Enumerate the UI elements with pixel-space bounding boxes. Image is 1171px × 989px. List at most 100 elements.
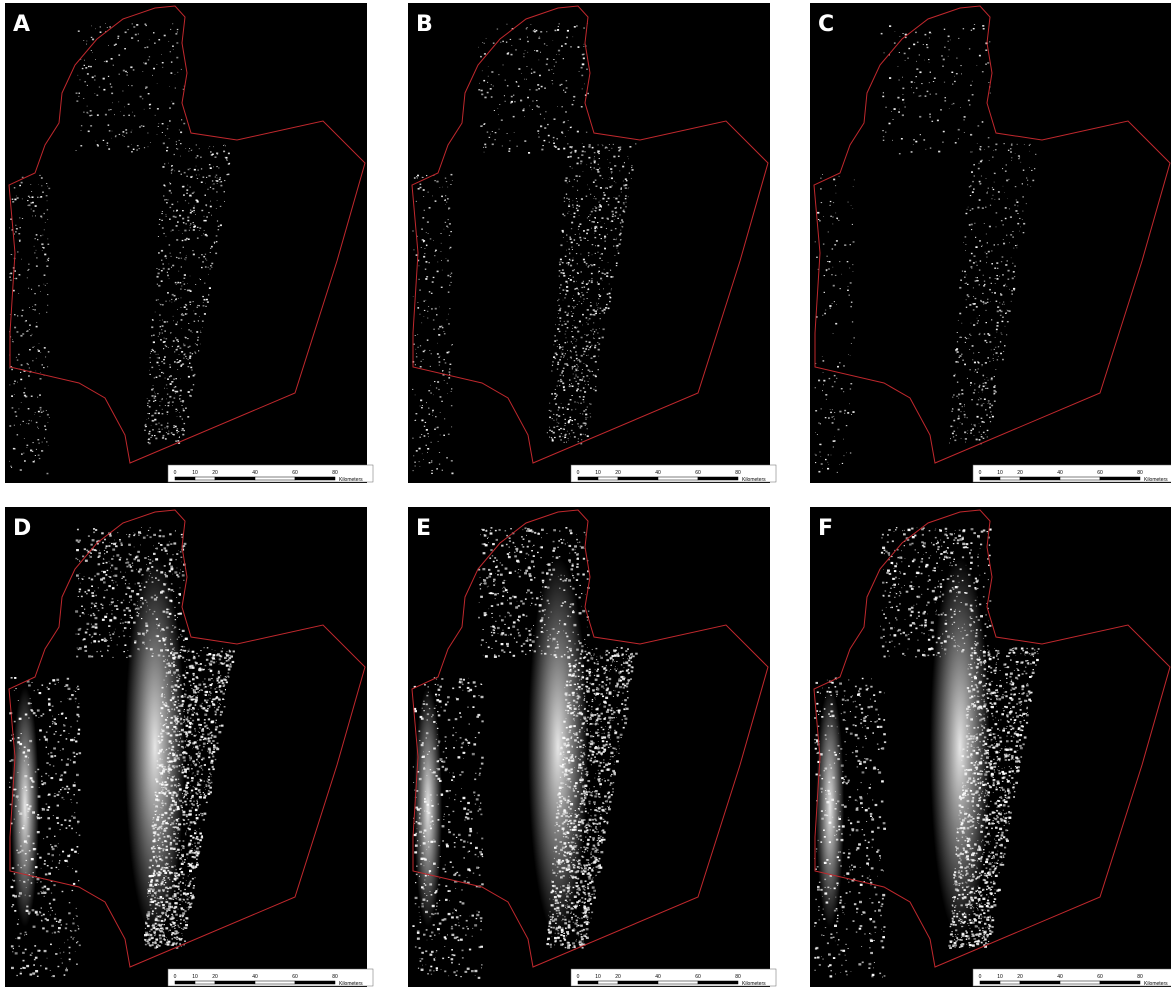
pixel-cluster <box>843 439 844 440</box>
pixel-cluster <box>125 129 127 130</box>
pixel-cluster <box>973 309 975 310</box>
pixel-cluster <box>126 608 128 609</box>
pixel-cluster <box>10 740 12 742</box>
pixel-cluster <box>583 299 584 300</box>
pixel-cluster <box>178 888 180 889</box>
pixel-cluster <box>91 642 92 643</box>
pixel-cluster <box>599 204 601 205</box>
pixel-cluster <box>147 47 149 48</box>
pixel-cluster <box>178 792 179 793</box>
pixel-cluster <box>39 717 40 718</box>
pixel-cluster <box>190 729 191 730</box>
pixel-cluster <box>977 207 979 209</box>
pixel-cluster <box>599 313 600 314</box>
pixel-cluster <box>851 343 852 344</box>
pixel-cluster <box>12 201 14 203</box>
pixel-cluster <box>215 759 217 760</box>
pixel-cluster <box>47 809 50 811</box>
pixel-cluster <box>18 354 20 355</box>
pixel-cluster <box>15 411 17 412</box>
pixel-cluster <box>572 205 573 206</box>
pixel-cluster <box>600 221 601 222</box>
pixel-cluster <box>171 231 172 232</box>
pixel-cluster <box>556 138 558 139</box>
pixel-cluster <box>480 56 482 58</box>
pixel-cluster <box>586 365 588 367</box>
pixel-cluster <box>976 306 978 308</box>
pixel-cluster <box>574 179 575 180</box>
pixel-cluster <box>176 239 178 241</box>
pixel-cluster <box>93 528 95 530</box>
pixel-cluster <box>447 227 448 228</box>
pixel-cluster <box>561 372 563 373</box>
pixel-cluster <box>571 316 573 317</box>
pixel-cluster <box>70 726 71 727</box>
pixel-cluster <box>167 292 169 294</box>
pixel-cluster <box>71 937 73 938</box>
pixel-cluster <box>160 320 161 321</box>
pixel-cluster <box>193 695 194 696</box>
pixel-cluster <box>898 111 900 113</box>
pixel-cluster <box>209 287 211 289</box>
pixel-cluster <box>993 386 995 388</box>
pixel-cluster <box>159 423 160 424</box>
pixel-cluster <box>447 393 448 394</box>
pixel-cluster <box>831 455 832 456</box>
pixel-cluster <box>144 47 145 48</box>
pixel-cluster <box>549 410 550 411</box>
pixel-cluster <box>142 576 143 577</box>
pixel-cluster <box>587 218 588 219</box>
pixel-cluster <box>179 788 182 790</box>
pixel-cluster <box>815 433 816 434</box>
pixel-cluster <box>166 676 168 677</box>
pixel-cluster <box>38 455 40 456</box>
pixel-cluster <box>147 896 148 897</box>
pixel-cluster <box>595 245 596 246</box>
pixel-cluster <box>1019 231 1020 232</box>
pixel-cluster <box>168 405 170 406</box>
pixel-cluster <box>978 352 979 353</box>
pixel-cluster <box>955 361 957 363</box>
pixel-cluster <box>841 388 843 389</box>
map-background <box>810 3 1171 483</box>
pixel-cluster <box>182 405 183 406</box>
pixel-cluster <box>228 676 230 677</box>
pixel-cluster <box>444 229 445 230</box>
pixel-cluster <box>154 819 155 820</box>
pixel-cluster <box>126 559 128 561</box>
pixel-cluster <box>14 819 15 820</box>
pixel-cluster <box>202 261 204 262</box>
pixel-cluster <box>175 378 177 379</box>
pixel-cluster <box>100 32 102 33</box>
pixel-cluster <box>594 233 595 234</box>
pixel-cluster <box>553 137 555 138</box>
pixel-cluster <box>77 686 79 687</box>
pixel-cluster <box>176 411 177 412</box>
pixel-cluster <box>176 945 177 946</box>
pixel-cluster <box>997 244 998 245</box>
pixel-cluster <box>41 908 42 909</box>
pixel-cluster <box>586 335 588 337</box>
pixel-cluster <box>202 327 203 328</box>
pixel-cluster <box>192 714 195 716</box>
pixel-cluster <box>504 95 505 96</box>
pixel-cluster <box>22 218 23 219</box>
pixel-cluster <box>820 452 821 453</box>
pixel-cluster <box>212 659 213 660</box>
pixel-cluster <box>815 363 816 364</box>
map-panel: C01020406080Kilometers <box>810 3 1171 483</box>
pixel-cluster <box>566 286 568 288</box>
pixel-cluster <box>568 278 569 279</box>
pixel-cluster <box>567 156 569 158</box>
pixel-cluster <box>569 384 570 385</box>
pixel-cluster <box>60 776 61 777</box>
pixel-cluster <box>199 227 201 229</box>
pixel-cluster <box>107 640 108 641</box>
pixel-cluster <box>157 883 158 884</box>
pixel-cluster <box>207 189 208 190</box>
pixel-cluster <box>179 593 182 595</box>
pixel-cluster <box>571 247 572 248</box>
pixel-cluster <box>882 130 884 131</box>
pixel-cluster <box>925 34 927 36</box>
pixel-cluster <box>175 349 177 350</box>
